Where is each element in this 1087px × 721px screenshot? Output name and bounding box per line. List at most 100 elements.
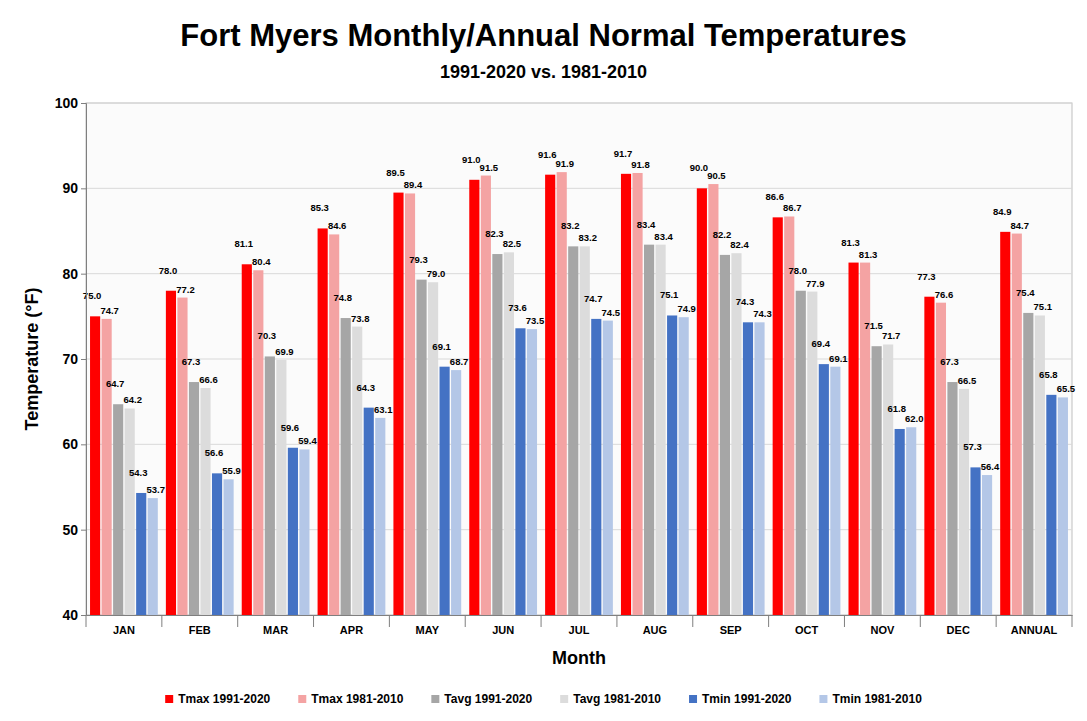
data-label: 66.5 xyxy=(958,375,977,386)
bar xyxy=(557,172,567,615)
data-label: 65.8 xyxy=(1039,369,1058,380)
plot-area xyxy=(86,103,1072,615)
series-bars xyxy=(102,172,1022,615)
data-label: 56.4 xyxy=(981,461,1000,472)
bar xyxy=(212,473,222,615)
bar xyxy=(1058,397,1068,615)
legend-swatch xyxy=(431,695,439,703)
data-label: 77.3 xyxy=(917,271,936,282)
grid xyxy=(86,103,1072,615)
data-label: 83.4 xyxy=(654,231,673,242)
data-label: 55.9 xyxy=(222,465,241,476)
bar xyxy=(924,297,934,615)
grid-line xyxy=(86,359,1072,360)
bar xyxy=(166,291,176,615)
bar xyxy=(253,270,263,615)
y-tick-mark xyxy=(81,359,86,360)
x-tick-label: DEC xyxy=(947,624,970,636)
data-label: 84.7 xyxy=(1011,220,1030,231)
bar xyxy=(568,246,578,615)
x-tick: JUN xyxy=(492,615,514,636)
data-label: 90.5 xyxy=(707,170,726,181)
data-label: 74.7 xyxy=(100,305,119,316)
data-label: 69.1 xyxy=(432,341,451,352)
bar xyxy=(754,322,764,615)
y-tick: 40 xyxy=(62,607,86,623)
x-tick: DEC xyxy=(947,615,970,636)
data-label: 89.5 xyxy=(386,167,405,178)
bar xyxy=(1000,232,1010,615)
bar xyxy=(428,282,438,615)
bar xyxy=(591,319,601,615)
legend-label: Tmin 1991-2020 xyxy=(702,692,792,706)
legend-item: Tmax 1991-2020 xyxy=(165,692,270,706)
series-bars xyxy=(113,245,1033,615)
data-label: 63.1 xyxy=(374,404,393,415)
bar xyxy=(947,382,957,615)
bar xyxy=(364,408,374,615)
x-axis-title: Month xyxy=(552,648,606,668)
series-bars xyxy=(136,315,1056,615)
category-separator xyxy=(920,615,921,627)
bar xyxy=(189,382,199,615)
y-tick-mark xyxy=(81,188,86,189)
bar xyxy=(200,388,210,615)
category-separator xyxy=(313,615,314,627)
bar xyxy=(318,228,328,615)
bar xyxy=(481,176,491,615)
bar xyxy=(860,263,870,615)
bar xyxy=(469,180,479,615)
data-label: 62.0 xyxy=(905,413,924,424)
x-tick: MAY xyxy=(416,615,440,636)
bar xyxy=(830,367,840,615)
grid-line xyxy=(86,529,1072,530)
data-label: 86.6 xyxy=(765,191,784,202)
y-tick-mark xyxy=(81,444,86,445)
bar xyxy=(667,315,677,615)
data-label: 91.7 xyxy=(614,148,633,159)
bar xyxy=(731,253,741,615)
data-label: 82.5 xyxy=(503,238,522,249)
x-tick-label: AUG xyxy=(643,624,667,636)
bar xyxy=(136,493,146,615)
bar xyxy=(242,264,252,615)
bar xyxy=(545,175,555,615)
data-label: 91.0 xyxy=(462,154,481,165)
category-separator xyxy=(237,615,238,627)
x-tick: AUG xyxy=(643,615,667,636)
data-label: 53.7 xyxy=(146,484,165,495)
data-label: 71.5 xyxy=(864,320,883,331)
bar xyxy=(1046,395,1056,615)
bar xyxy=(90,316,100,615)
data-label: 86.7 xyxy=(783,202,802,213)
data-label: 74.3 xyxy=(753,308,772,319)
grid-line xyxy=(86,103,1072,104)
data-label: 64.3 xyxy=(357,382,376,393)
data-label: 56.6 xyxy=(205,447,224,458)
data-label: 83.2 xyxy=(561,220,580,231)
title: Fort Myers Monthly/Annual Normal Tempera… xyxy=(180,18,906,53)
x-tick-label: NOV xyxy=(870,624,895,636)
y-tick-label: 90 xyxy=(62,180,78,196)
bar xyxy=(621,174,631,615)
x-tick: NOV xyxy=(870,615,895,636)
category-separator xyxy=(1072,615,1073,627)
bar xyxy=(1023,313,1033,615)
legend-label: Tmax 1981-2010 xyxy=(311,692,403,706)
x-tick-label: JUN xyxy=(492,624,514,636)
bar xyxy=(375,418,385,615)
grid-line xyxy=(86,444,1072,445)
bar xyxy=(177,298,187,615)
category-separator xyxy=(996,615,997,627)
legend-item: Tmin 1991-2020 xyxy=(689,692,792,706)
x-tick-label: FEB xyxy=(189,624,211,636)
bar xyxy=(784,216,794,615)
data-label: 83.2 xyxy=(579,232,598,243)
bar xyxy=(906,427,916,615)
bar xyxy=(720,255,730,615)
bar xyxy=(492,254,502,615)
data-labels: 75.078.081.185.389.591.091.691.790.086.6… xyxy=(83,148,1076,495)
data-label: 74.5 xyxy=(602,307,621,318)
x-tick: JUL xyxy=(569,615,590,636)
bar xyxy=(895,429,905,615)
